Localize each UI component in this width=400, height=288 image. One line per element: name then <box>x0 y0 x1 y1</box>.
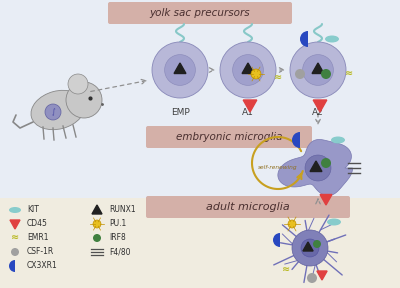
Circle shape <box>220 42 276 98</box>
Polygon shape <box>92 205 102 214</box>
Text: ≈: ≈ <box>282 265 290 275</box>
Polygon shape <box>312 63 324 73</box>
Text: embryonic microglia: embryonic microglia <box>176 132 282 142</box>
Text: PU.1: PU.1 <box>109 219 126 228</box>
Circle shape <box>307 273 317 283</box>
Circle shape <box>45 104 61 120</box>
Bar <box>0 0 400 128</box>
Text: A1: A1 <box>242 108 254 117</box>
Text: ≈: ≈ <box>11 233 19 243</box>
Circle shape <box>290 42 346 98</box>
Circle shape <box>303 55 333 86</box>
Text: IRF8: IRF8 <box>109 234 126 242</box>
FancyBboxPatch shape <box>146 196 350 218</box>
Circle shape <box>321 69 331 79</box>
Text: yolk sac precursors: yolk sac precursors <box>150 8 250 18</box>
Bar <box>0 128 400 198</box>
Text: ≈: ≈ <box>274 73 282 83</box>
Text: CD45: CD45 <box>27 219 48 228</box>
Ellipse shape <box>327 219 341 226</box>
Text: ∫: ∫ <box>51 108 55 116</box>
Circle shape <box>93 220 101 228</box>
Polygon shape <box>303 242 313 251</box>
Circle shape <box>321 158 331 168</box>
Polygon shape <box>320 194 332 205</box>
Circle shape <box>165 55 196 86</box>
Ellipse shape <box>9 207 21 213</box>
Text: ≈: ≈ <box>345 69 353 79</box>
Circle shape <box>93 234 101 242</box>
Circle shape <box>313 240 321 248</box>
Wedge shape <box>9 260 15 272</box>
Text: A2: A2 <box>312 108 324 117</box>
Wedge shape <box>273 233 280 247</box>
Circle shape <box>68 74 88 94</box>
Text: adult microglia: adult microglia <box>206 202 290 212</box>
Text: EMR1: EMR1 <box>27 234 48 242</box>
Circle shape <box>292 230 328 266</box>
Circle shape <box>152 42 208 98</box>
Polygon shape <box>278 139 352 196</box>
Text: CX3XR1: CX3XR1 <box>27 262 58 270</box>
Text: EMP: EMP <box>171 108 189 117</box>
Circle shape <box>251 69 261 79</box>
Circle shape <box>295 69 305 79</box>
Wedge shape <box>292 132 300 148</box>
Polygon shape <box>243 100 257 112</box>
Bar <box>0 198 400 288</box>
Text: CSF-1R: CSF-1R <box>27 247 54 257</box>
Polygon shape <box>310 161 322 171</box>
FancyBboxPatch shape <box>146 126 312 148</box>
Circle shape <box>11 248 19 256</box>
FancyBboxPatch shape <box>108 2 292 24</box>
Text: self-renewing: self-renewing <box>258 164 298 170</box>
Polygon shape <box>10 220 20 229</box>
Text: RUNX1: RUNX1 <box>109 206 136 215</box>
Ellipse shape <box>331 137 345 143</box>
Circle shape <box>305 155 331 181</box>
Circle shape <box>301 239 319 257</box>
Ellipse shape <box>325 35 339 43</box>
Wedge shape <box>300 31 308 47</box>
Polygon shape <box>242 63 254 73</box>
Circle shape <box>66 82 102 118</box>
Ellipse shape <box>31 90 85 130</box>
Text: KIT: KIT <box>27 206 39 215</box>
Circle shape <box>288 220 296 228</box>
Polygon shape <box>174 63 186 73</box>
Circle shape <box>233 55 263 86</box>
Polygon shape <box>317 271 327 280</box>
Text: F4/80: F4/80 <box>109 247 130 257</box>
Polygon shape <box>313 100 327 112</box>
